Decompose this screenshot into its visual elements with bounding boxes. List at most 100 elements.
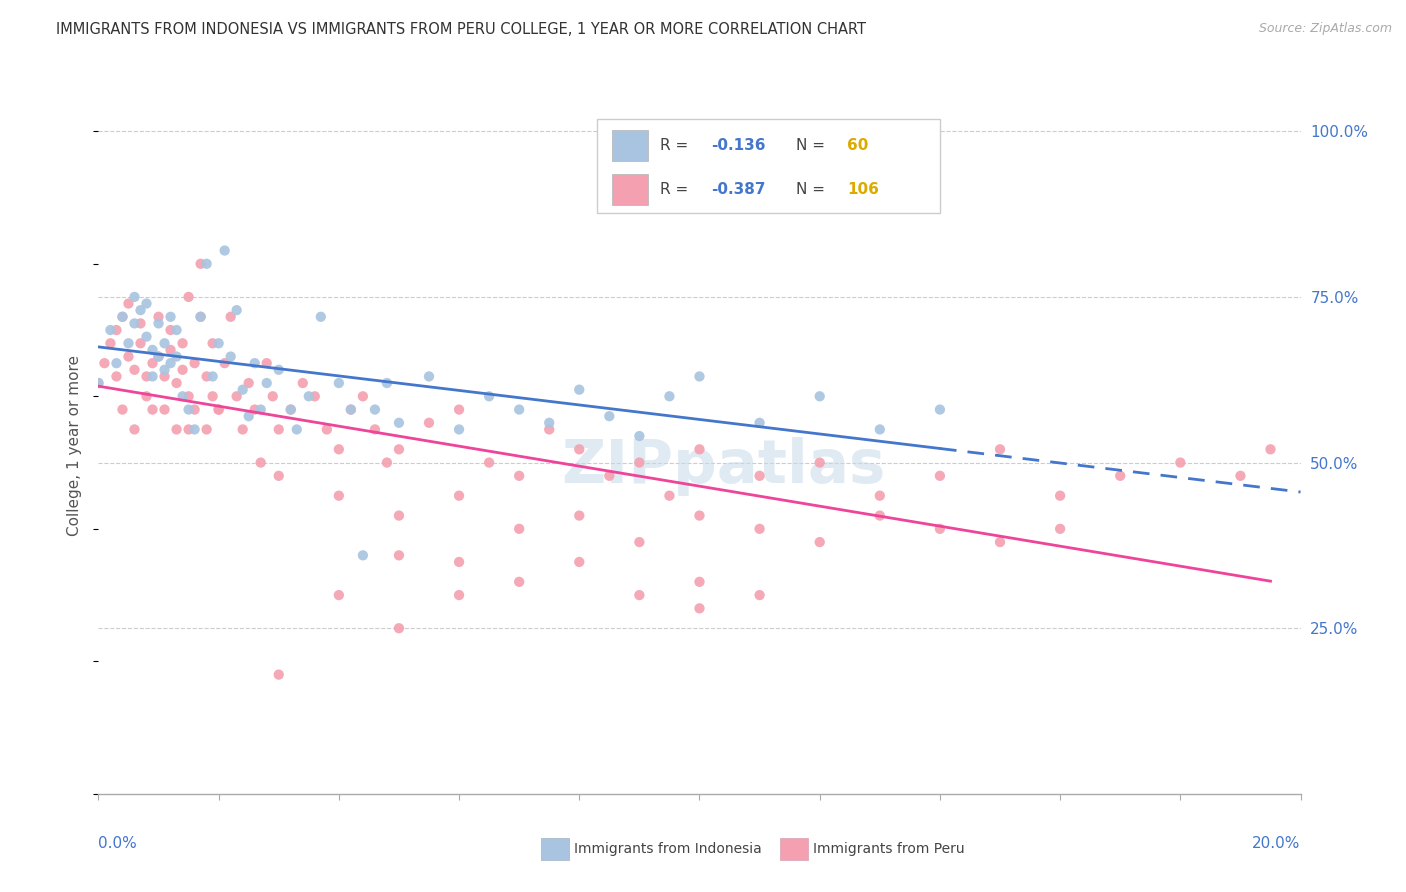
Point: [159, 356, 181, 370]
Point: [256, 356, 278, 370]
Point: [159, 310, 181, 324]
Point: [219, 310, 242, 324]
Point: [988, 442, 1011, 457]
Point: [538, 422, 561, 436]
Point: [111, 310, 134, 324]
Point: [166, 323, 188, 337]
Point: [808, 389, 831, 403]
Point: [267, 363, 290, 377]
Point: [124, 317, 146, 331]
Point: [183, 356, 205, 370]
Point: [177, 422, 200, 436]
Point: [291, 376, 314, 390]
Point: [214, 356, 236, 370]
Point: [256, 376, 278, 390]
Point: [508, 522, 530, 536]
Point: [117, 296, 139, 310]
Point: [232, 383, 254, 397]
Point: [628, 429, 651, 443]
Point: [1109, 468, 1132, 483]
Point: [238, 409, 260, 424]
Point: [243, 356, 266, 370]
Point: [249, 456, 271, 470]
Point: [628, 456, 651, 470]
Point: [159, 323, 181, 337]
Point: [117, 336, 139, 351]
Point: [538, 416, 561, 430]
Point: [929, 402, 952, 417]
Point: [111, 402, 134, 417]
Text: N =: N =: [796, 137, 830, 153]
Point: [172, 336, 194, 351]
Point: [388, 442, 411, 457]
Point: [447, 588, 470, 602]
Point: [153, 336, 176, 351]
Point: [183, 422, 205, 436]
Point: [689, 508, 711, 523]
Point: [153, 369, 176, 384]
Text: Source: ZipAtlas.com: Source: ZipAtlas.com: [1258, 22, 1392, 36]
Point: [159, 343, 181, 357]
Point: [328, 376, 350, 390]
Point: [225, 389, 247, 403]
Point: [340, 402, 363, 417]
Point: [201, 389, 224, 403]
Point: [447, 402, 470, 417]
Text: Immigrants from Indonesia: Immigrants from Indonesia: [574, 842, 762, 856]
Point: [364, 402, 387, 417]
Point: [628, 535, 651, 549]
Point: [869, 489, 891, 503]
Point: [658, 389, 681, 403]
Point: [658, 489, 681, 503]
Point: [190, 310, 212, 324]
Text: Immigrants from Peru: Immigrants from Peru: [813, 842, 965, 856]
Point: [148, 350, 170, 364]
Point: [689, 601, 711, 615]
Point: [1049, 489, 1071, 503]
FancyBboxPatch shape: [598, 119, 939, 213]
Point: [214, 244, 236, 258]
Point: [148, 317, 170, 331]
Text: R =: R =: [659, 182, 693, 197]
Point: [105, 369, 128, 384]
Point: [929, 468, 952, 483]
Point: [135, 329, 157, 343]
Point: [208, 402, 231, 417]
Point: [153, 363, 176, 377]
Point: [201, 336, 224, 351]
Point: [135, 369, 157, 384]
Point: [447, 422, 470, 436]
Point: [177, 402, 200, 417]
Point: [689, 442, 711, 457]
Point: [418, 416, 440, 430]
Point: [418, 369, 440, 384]
Point: [748, 468, 770, 483]
Point: [388, 621, 411, 635]
Point: [929, 522, 952, 536]
Point: [166, 350, 188, 364]
Point: [141, 402, 163, 417]
Point: [124, 363, 146, 377]
Text: R =: R =: [659, 137, 693, 153]
Point: [267, 667, 290, 681]
Point: [124, 290, 146, 304]
Text: ZIPpatlas: ZIPpatlas: [561, 437, 886, 496]
Point: [869, 422, 891, 436]
Point: [328, 588, 350, 602]
Bar: [612, 174, 648, 205]
Point: [508, 468, 530, 483]
Point: [195, 369, 218, 384]
Point: [243, 402, 266, 417]
Point: [129, 336, 152, 351]
Point: [129, 317, 152, 331]
Point: [352, 549, 374, 563]
Point: [689, 369, 711, 384]
Point: [328, 442, 350, 457]
Point: [1229, 468, 1251, 483]
Point: [166, 422, 188, 436]
Text: -0.387: -0.387: [711, 182, 766, 197]
Point: [285, 422, 308, 436]
Point: [124, 422, 146, 436]
Point: [298, 389, 321, 403]
Point: [177, 389, 200, 403]
